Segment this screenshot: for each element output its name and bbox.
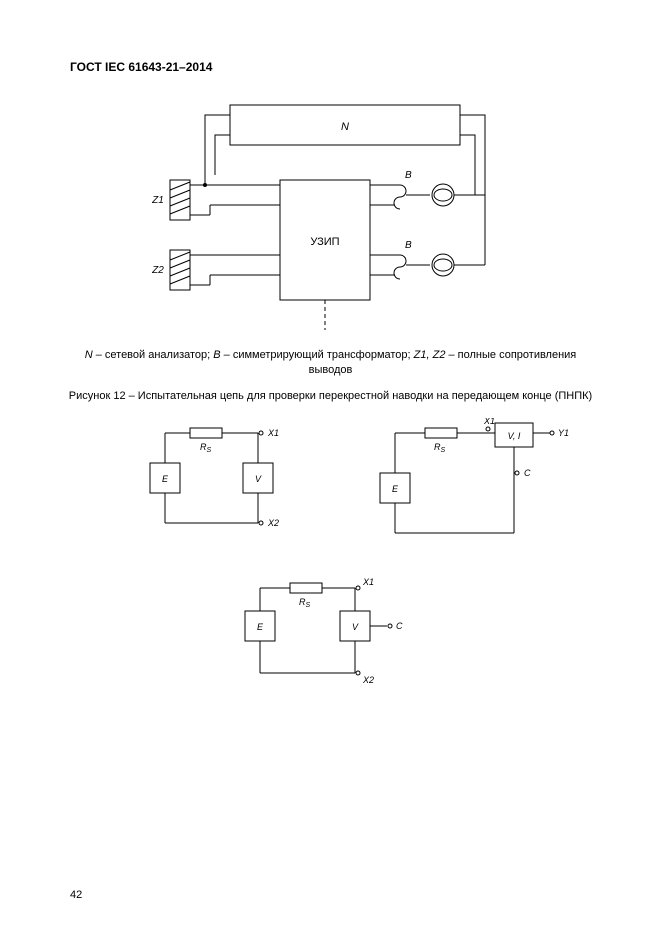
figure-legend: N – сетевой анализатор; B – симметрирующ… — [50, 348, 611, 378]
svg-text:C: C — [524, 468, 531, 478]
svg-text:X1: X1 — [362, 577, 374, 587]
svg-text:V, I: V, I — [508, 431, 521, 441]
svg-text:X2: X2 — [362, 675, 374, 685]
label-N: N — [341, 121, 349, 133]
svg-text:RS: RS — [434, 442, 446, 454]
svg-text:E: E — [392, 484, 399, 494]
doc-header: ГОСТ IEC 61643-21–2014 — [70, 60, 212, 74]
label-B1: B — [405, 170, 412, 181]
label-Z2: Z2 — [151, 265, 164, 276]
svg-text:RS: RS — [299, 597, 311, 609]
svg-text:E: E — [257, 622, 264, 632]
small-circuits: RS X1 V X2 E RS X1 — [120, 418, 580, 698]
svg-text:V: V — [352, 622, 359, 632]
svg-text:RS: RS — [200, 442, 212, 454]
svg-text:X1: X1 — [483, 418, 495, 426]
svg-text:X2: X2 — [267, 518, 279, 528]
svg-text:Y1: Y1 — [558, 428, 569, 438]
label-uzip: УЗИП — [310, 236, 339, 248]
svg-text:V: V — [255, 474, 262, 484]
svg-text:C: C — [396, 621, 403, 631]
svg-text:E: E — [162, 474, 169, 484]
figure-caption: Рисунок 12 – Испытательная цепь для пров… — [50, 390, 611, 402]
figure-12-diagram: N УЗИП Z1 Z2 — [150, 100, 510, 335]
label-Z1: Z1 — [151, 195, 164, 206]
label-B2: B — [405, 240, 412, 251]
page-number: 42 — [70, 889, 82, 901]
svg-text:X1: X1 — [267, 428, 279, 438]
